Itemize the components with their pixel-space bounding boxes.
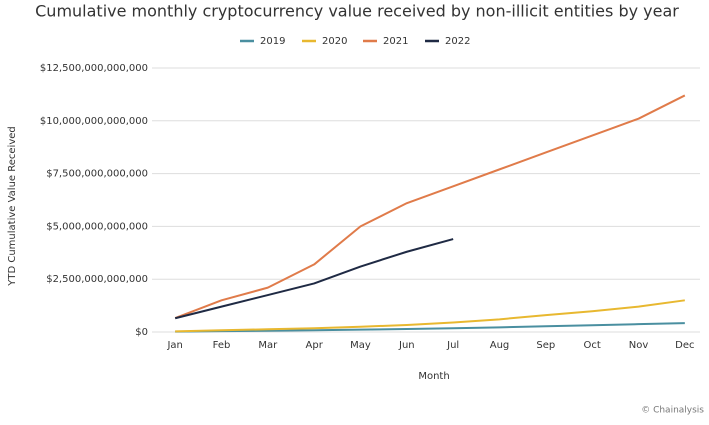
- y-tick-label: $5,000,000,000,000: [46, 221, 148, 232]
- y-tick-label: $12,500,000,000,000: [40, 63, 148, 74]
- x-tick-label: Dec: [675, 340, 694, 351]
- legend-label: 2021: [383, 36, 408, 47]
- series-line: [175, 322, 685, 333]
- x-tick-label: Sep: [536, 340, 555, 351]
- x-tick-label: Feb: [213, 340, 231, 351]
- x-tick-label: Nov: [629, 340, 649, 351]
- x-tick-label: Mar: [258, 340, 278, 351]
- x-tick-label: Oct: [584, 340, 601, 351]
- x-axis-label: Month: [418, 371, 449, 382]
- x-tick-label: Jun: [398, 340, 415, 351]
- x-tick-label: Jul: [446, 340, 459, 351]
- series-line: [174, 238, 454, 320]
- series-line: [174, 94, 686, 319]
- y-tick-label: $10,000,000,000,000: [40, 116, 148, 127]
- y-tick-label: $2,500,000,000,000: [46, 274, 148, 285]
- y-tick-label: $0: [135, 327, 148, 338]
- chart-title: Cumulative monthly cryptocurrency value …: [35, 2, 679, 21]
- y-tick-label: $7,500,000,000,000: [46, 169, 148, 180]
- x-tick-label: Aug: [490, 340, 510, 351]
- x-tick-label: May: [350, 340, 371, 351]
- legend-label: 2020: [322, 36, 347, 47]
- y-axis-label: YTD Cumulative Value Received: [7, 126, 18, 287]
- x-tick-label: Apr: [306, 340, 324, 351]
- source: © Chainalysis: [641, 406, 704, 416]
- x-tick-label: Jan: [166, 340, 182, 351]
- legend-label: 2019: [260, 36, 285, 47]
- legend-label: 2022: [445, 36, 470, 47]
- series-line: [175, 299, 685, 333]
